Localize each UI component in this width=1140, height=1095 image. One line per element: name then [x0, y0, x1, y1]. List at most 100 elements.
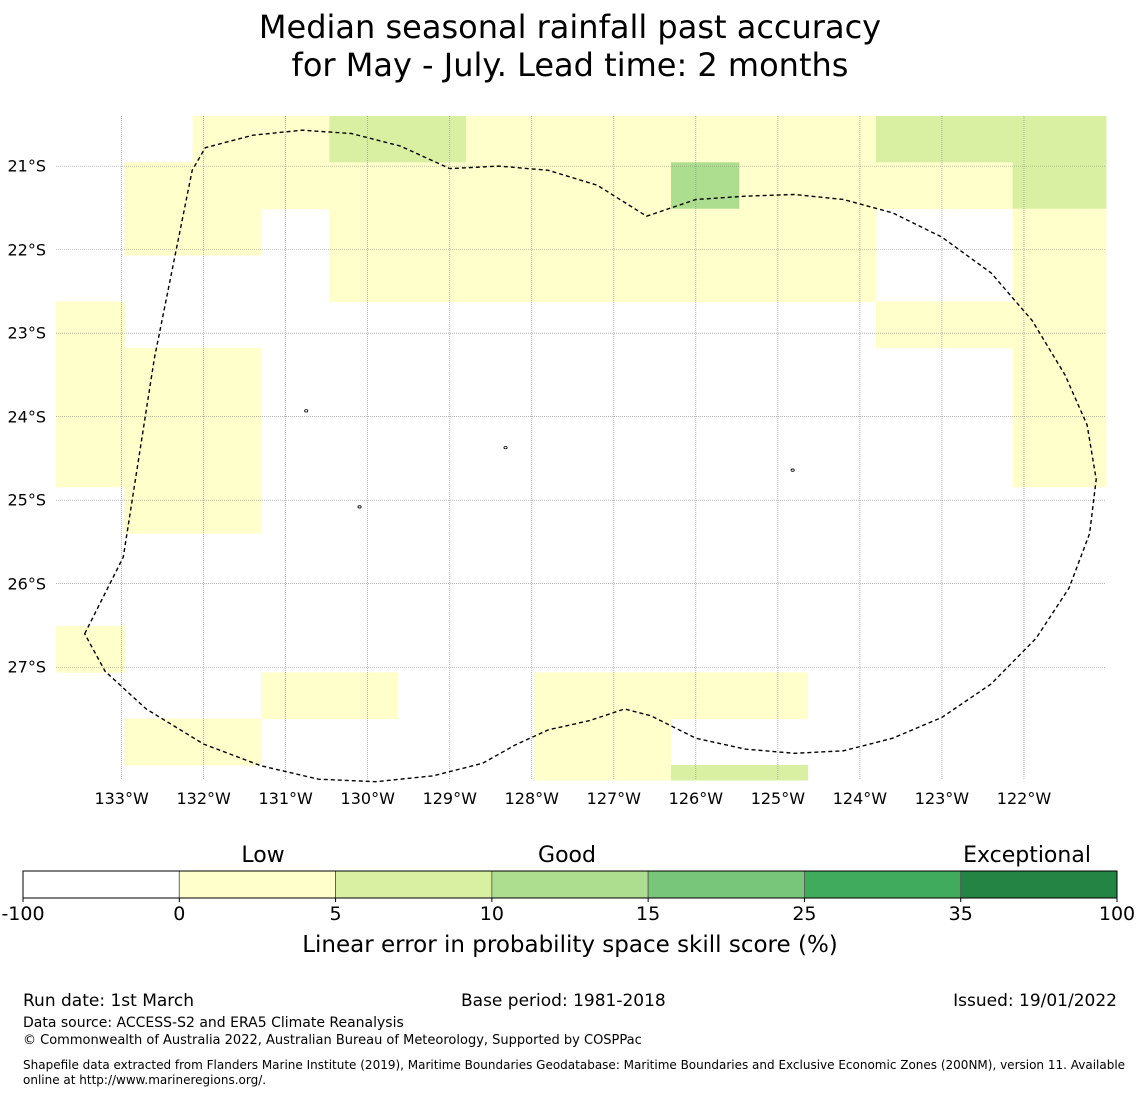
skill-cell [1012, 162, 1082, 210]
skill-cell [602, 672, 672, 720]
skill-cell [124, 486, 194, 534]
colorbar-segment [335, 870, 493, 899]
skill-cell [670, 672, 740, 720]
skill-cell [534, 672, 604, 720]
island-marker [357, 505, 362, 509]
skill-cell [739, 208, 809, 256]
issued-date: Issued: 19/01/2022 [953, 991, 1117, 1011]
skill-cell [1012, 208, 1082, 256]
shapefile-credit-line1: Shapefile data extracted from Flanders M… [23, 1058, 1126, 1072]
skill-cell [1012, 301, 1082, 349]
skill-cell [670, 162, 740, 210]
skill-cell [124, 347, 194, 395]
longitude-label: 127°W [586, 789, 641, 808]
skill-cell [329, 255, 399, 302]
colorbar-tick-label: 15 [636, 903, 661, 925]
skill-cell [260, 162, 330, 210]
latitude-label: 26°S [7, 574, 46, 594]
colorbar-segment [647, 870, 805, 899]
base-period: Base period: 1981-2018 [461, 991, 666, 1011]
longitude-label: 129°W [422, 789, 477, 808]
skill-cell [602, 208, 672, 256]
longitude-label: 126°W [668, 789, 724, 808]
skill-cell [1080, 208, 1107, 256]
colorbar-tick-label: 5 [329, 903, 342, 925]
skill-cell [534, 255, 604, 302]
skill-cell [1080, 440, 1107, 488]
island-marker [304, 409, 309, 413]
skill-cell [56, 625, 125, 673]
skill-cell [124, 394, 194, 441]
skill-cell [397, 162, 467, 210]
skill-cell [1080, 394, 1107, 441]
longitude-label: 125°W [750, 789, 806, 808]
colorbar-segment [22, 870, 180, 899]
colorbar-tick-label: 10 [479, 903, 504, 925]
data-source: Data source: ACCESS-S2 and ERA5 Climate … [23, 1015, 404, 1031]
skill-cell [465, 255, 535, 302]
colorbar-category-good: Good [538, 843, 596, 868]
skill-cell [534, 764, 604, 781]
colorbar [22, 870, 1118, 902]
skill-cell [465, 208, 535, 256]
skill-cell [124, 718, 194, 766]
run-date: Run date: 1st March [23, 991, 195, 1011]
skill-cell [1080, 347, 1107, 395]
skill-cell [56, 394, 125, 441]
latitude-label: 21°S [7, 156, 46, 176]
longitude-label: 131°W [258, 789, 313, 808]
skill-cell [56, 301, 125, 349]
longitude-label: 133°W [94, 789, 149, 808]
colorbar-segment [178, 870, 336, 899]
map-title-line1: Median seasonal rainfall past accuracy [258, 8, 882, 46]
graticule [56, 116, 1106, 780]
skill-cell [739, 162, 809, 210]
skill-cell [192, 440, 262, 488]
colorbar-category-low: Low [241, 843, 285, 868]
colorbar-tick-label: 35 [948, 903, 973, 925]
skill-cell [397, 116, 467, 163]
skill-cell [192, 208, 262, 256]
shapefile-credit-line2: online at http://www.marineregions.org/. [23, 1073, 267, 1087]
skill-cell [534, 116, 604, 163]
skill-cell [739, 672, 809, 720]
skill-cell [397, 208, 467, 256]
skill-cell [260, 116, 330, 163]
skill-cell [807, 162, 877, 210]
latitude-label: 24°S [7, 407, 46, 427]
skill-cell [602, 718, 672, 766]
skill-cell [1012, 116, 1082, 163]
copyright: © Commonwealth of Australia 2022, Austra… [23, 1033, 642, 1048]
skill-cell [124, 208, 194, 256]
latitude-label: 23°S [7, 323, 46, 343]
skill-cell [875, 116, 945, 163]
colorbar-segment [491, 870, 649, 899]
skill-cell [192, 718, 262, 766]
skill-cell [602, 116, 672, 163]
skill-cell [807, 116, 877, 163]
colorbar-tick-label: 100 [1098, 903, 1136, 925]
skill-cell [465, 116, 535, 163]
skill-cell [192, 486, 262, 534]
skill-cell [1012, 394, 1082, 441]
skill-cell [807, 208, 877, 256]
skill-cell [944, 162, 1014, 210]
eez-boundary [83, 129, 1097, 783]
skill-cell [397, 255, 467, 302]
skill-cell [329, 672, 399, 720]
latitude-label: 25°S [7, 490, 46, 510]
skill-cell [192, 162, 262, 210]
skill-cell [875, 162, 945, 210]
skill-cell [602, 162, 672, 210]
colorbar-tick-label: 25 [792, 903, 817, 925]
skill-grid-cells [56, 116, 1107, 781]
skill-cell [465, 162, 535, 210]
skill-cell [1080, 116, 1107, 163]
skill-cell [56, 347, 125, 395]
skill-cell [192, 116, 262, 163]
skill-cell [1080, 162, 1107, 210]
skill-cell [602, 764, 672, 781]
skill-cell [534, 162, 604, 210]
colorbar-tick-label: -100 [1, 903, 45, 925]
skill-cell [534, 718, 604, 766]
